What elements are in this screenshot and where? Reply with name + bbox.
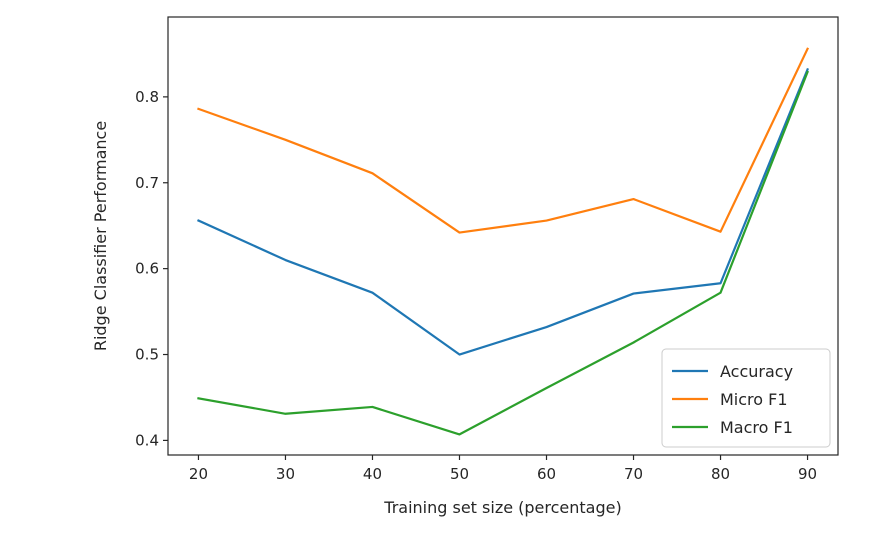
series-line-accuracy — [196, 67, 809, 356]
series-layer — [196, 47, 810, 436]
x-axis-ticks: 20 30 40 50 60 70 80 90 — [189, 455, 817, 483]
x-tick-label-90: 90 — [798, 465, 817, 483]
y-axis-label: Ridge Classifier Performance — [91, 121, 110, 351]
x-tick-label-30: 30 — [276, 465, 295, 483]
legend-label-micro-f1: Micro F1 — [720, 390, 788, 409]
legend-label-macro-f1: Macro F1 — [720, 418, 793, 437]
x-tick-label-80: 80 — [711, 465, 730, 483]
y-tick-label-0.6: 0.6 — [135, 260, 159, 278]
legend-box — [661, 348, 831, 448]
y-tick-label-0.4: 0.4 — [135, 431, 159, 449]
x-axis-label: Training set size (percentage) — [383, 498, 621, 517]
series-line-macro-f1 — [197, 70, 809, 436]
y-tick-label-0.5: 0.5 — [135, 346, 159, 364]
x-tick-label-60: 60 — [537, 465, 556, 483]
plot-frame — [167, 16, 839, 456]
x-tick-label-20: 20 — [189, 465, 208, 483]
x-tick-label-40: 40 — [363, 465, 382, 483]
legend: Accuracy Micro F1 Macro F1 — [661, 348, 831, 448]
y-tick-label-0.7: 0.7 — [135, 174, 159, 192]
x-tick-label-50: 50 — [450, 465, 469, 483]
legend-label-accuracy: Accuracy — [720, 362, 793, 381]
y-axis-ticks: 0.4 0.5 0.6 0.7 0.8 — [135, 88, 168, 449]
series-line-micro-f1 — [197, 47, 810, 234]
x-tick-label-70: 70 — [624, 465, 643, 483]
y-tick-label-0.8: 0.8 — [135, 88, 159, 106]
